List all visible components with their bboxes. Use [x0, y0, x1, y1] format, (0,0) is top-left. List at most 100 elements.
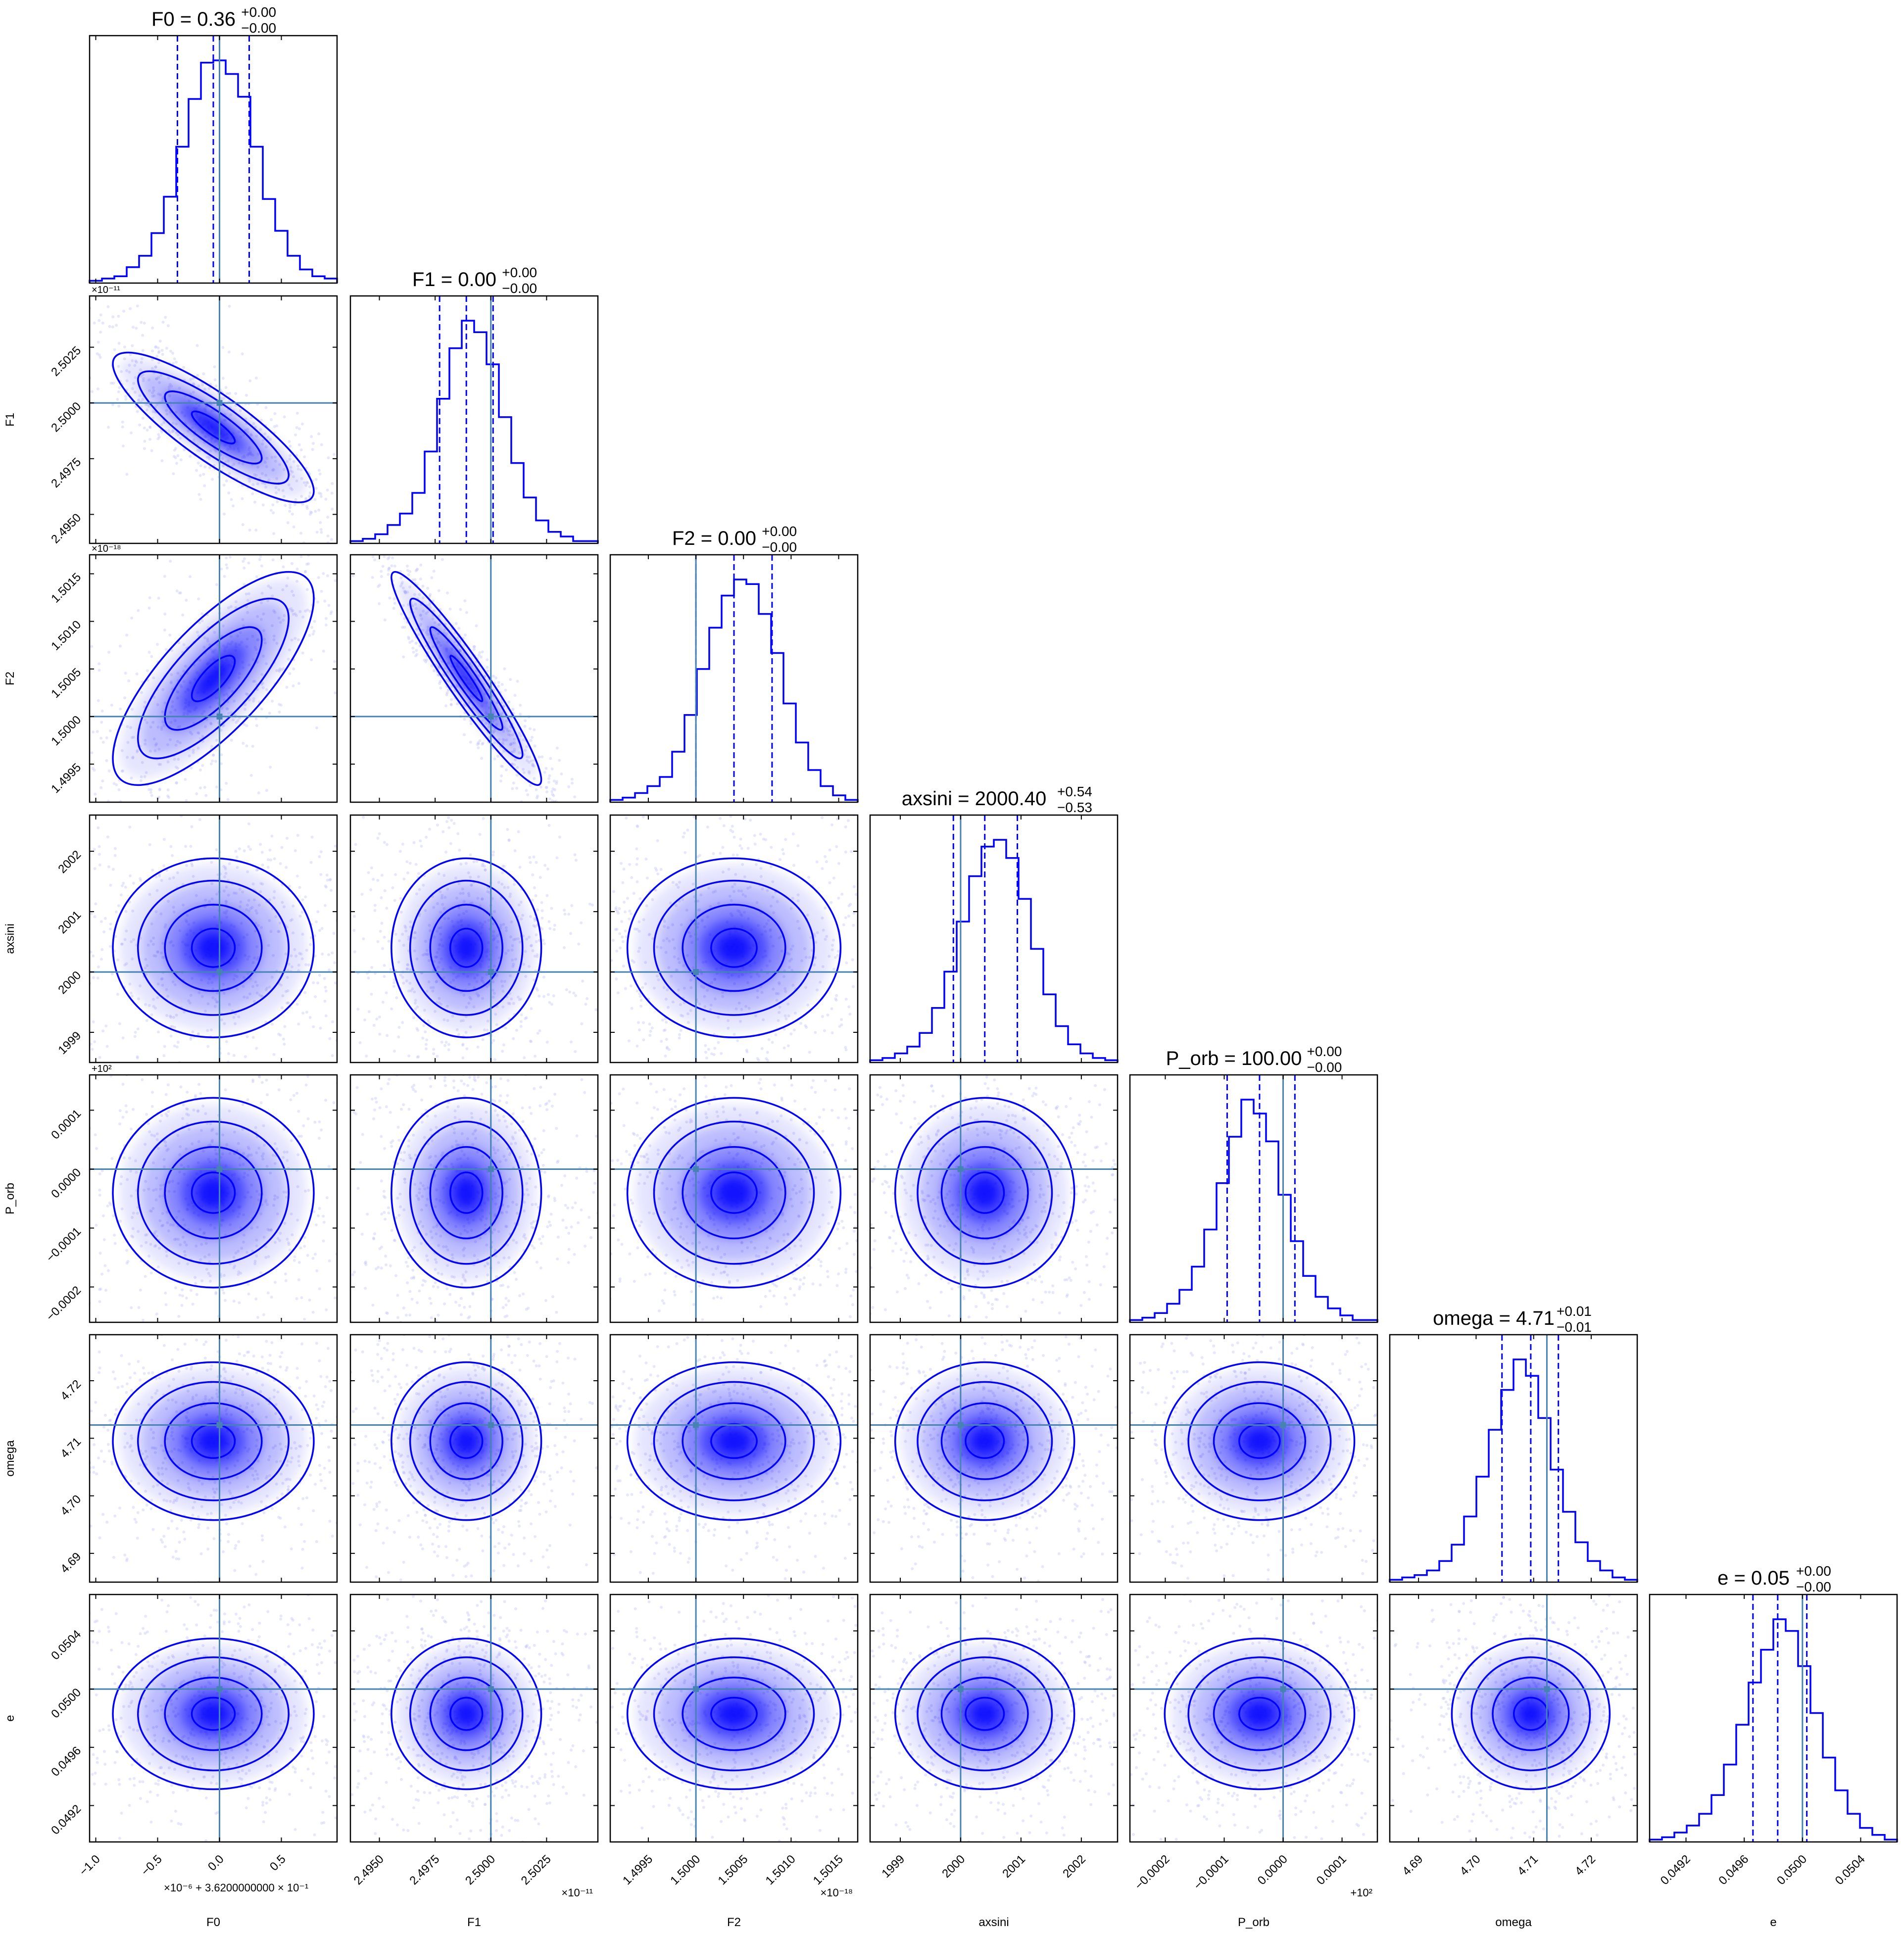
hist-panel-F2: F2 = 0.00 +0.00−0.00	[609, 524, 859, 803]
sample-point	[317, 1137, 321, 1140]
sample-point	[118, 1022, 121, 1025]
sample-point	[214, 385, 218, 387]
sample-point	[54, 932, 57, 935]
sample-point	[288, 440, 291, 443]
sample-point	[150, 655, 153, 658]
sample-point	[130, 776, 133, 780]
sample-point	[353, 1105, 356, 1108]
sample-point	[347, 561, 350, 564]
sample-point	[211, 759, 214, 763]
sample-point	[312, 629, 316, 633]
sample-point	[85, 1178, 88, 1181]
sample-point	[623, 724, 626, 727]
sample-point	[260, 707, 263, 711]
sample-point	[620, 862, 623, 865]
sample-point	[35, 750, 38, 753]
sample-point	[565, 988, 568, 991]
sample-point	[495, 1023, 498, 1026]
sample-point	[108, 325, 111, 328]
sample-point	[519, 1020, 523, 1023]
density-fill	[120, 865, 307, 1031]
sample-point	[111, 325, 114, 329]
sample-point	[412, 650, 415, 654]
sample-point	[526, 793, 530, 796]
sample-point	[380, 873, 384, 877]
sample-point	[17, 891, 20, 894]
sample-point	[96, 976, 99, 980]
sample-point	[509, 678, 512, 681]
sample-point	[533, 978, 536, 982]
sample-point	[411, 646, 415, 650]
sample-point	[105, 819, 108, 822]
sample-point	[129, 874, 132, 877]
sample-point	[844, 916, 847, 919]
sample-point	[119, 893, 123, 897]
sample-point	[31, 911, 34, 914]
sample-point	[374, 585, 377, 588]
sample-point	[380, 896, 383, 899]
sample-point	[304, 498, 308, 501]
sample-point	[161, 321, 165, 324]
sample-point	[481, 741, 485, 745]
sample-point	[375, 1017, 379, 1021]
sample-point	[1, 1106, 4, 1109]
sample-point	[392, 1113, 395, 1116]
sample-point	[248, 529, 251, 532]
sample-point	[242, 560, 245, 563]
sample-point	[558, 835, 561, 839]
sample-point	[392, 535, 395, 538]
sample-point	[293, 849, 297, 852]
sample-point	[268, 501, 271, 504]
sample-point	[166, 794, 169, 798]
sample-point	[365, 1054, 368, 1058]
sample-point	[21, 807, 24, 810]
sample-point	[415, 568, 418, 572]
sample-point	[847, 904, 851, 908]
sample-point	[378, 431, 381, 434]
sample-point	[616, 910, 619, 913]
sample-point	[457, 1033, 460, 1036]
sample-point	[80, 271, 83, 274]
sample-point	[315, 726, 318, 729]
sample-point	[116, 398, 119, 401]
sample-point	[387, 573, 390, 576]
sample-point	[404, 493, 407, 496]
sample-point	[110, 703, 113, 707]
sample-point	[309, 943, 312, 946]
panel-frame	[1389, 1334, 1638, 1583]
sample-point	[412, 841, 416, 844]
sample-point	[191, 864, 194, 868]
sample-point	[99, 786, 103, 789]
sample-point	[532, 855, 536, 859]
sample-point	[719, 852, 722, 855]
sample-point	[430, 664, 434, 668]
sample-point	[228, 391, 231, 395]
sample-point	[450, 698, 453, 701]
sample-point	[574, 806, 577, 809]
sample-point	[79, 994, 82, 997]
sample-point	[383, 618, 387, 622]
sample-point	[286, 577, 290, 580]
sample-point	[163, 612, 167, 616]
sample-point	[415, 653, 419, 656]
sample-point	[324, 497, 328, 501]
sample-point	[401, 626, 404, 629]
sample-point	[613, 1075, 616, 1078]
sample-point	[70, 301, 73, 304]
sample-point	[317, 469, 321, 472]
y-tick-label: 1.4995	[49, 761, 84, 796]
sample-point	[319, 528, 323, 531]
sample-point	[386, 1261, 389, 1264]
sample-point	[387, 1181, 390, 1184]
sample-point	[327, 456, 330, 460]
sample-point	[406, 569, 409, 572]
sample-point	[530, 807, 533, 810]
hist-step-F1	[349, 320, 599, 543]
sample-point	[170, 781, 173, 784]
sample-point	[73, 845, 76, 848]
sample-point	[394, 535, 397, 538]
sample-point	[102, 1048, 105, 1051]
sample-point	[766, 1059, 769, 1062]
sample-point	[147, 651, 151, 654]
